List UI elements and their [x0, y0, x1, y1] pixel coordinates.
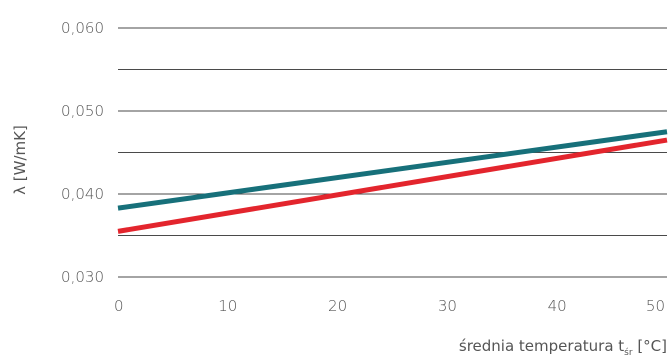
series-line-1	[117, 129, 668, 211]
x-tick-label: 20	[328, 297, 347, 315]
y-axis-label: λ [W/mK]	[11, 125, 29, 195]
x-axis-label: średnia temperatura tśr [°C]	[459, 337, 667, 358]
x-tick-label: 10	[218, 297, 237, 315]
y-tick-label: 0,030	[61, 268, 104, 286]
x-axis-label-main: średnia temperatura t	[459, 337, 624, 355]
x-axis-label-unit: [°C]	[633, 337, 667, 355]
y-tick-label: 0,040	[61, 185, 104, 203]
x-tick-label: 30	[438, 297, 457, 315]
y-tick-label: 0,050	[61, 102, 104, 120]
x-tick-label: 0	[114, 297, 124, 315]
y-tick-labels: 0,030 0,040 0,050 0,060	[61, 19, 104, 286]
y-tick-label: 0,060	[61, 19, 104, 37]
x-tick-label: 40	[548, 297, 567, 315]
x-tick-labels: 0 10 20 30 40 50	[114, 297, 665, 315]
series-line-2	[117, 137, 668, 234]
series-lines	[117, 129, 668, 234]
x-tick-label: 50	[646, 297, 665, 315]
x-axis-label-subscript: śr	[624, 347, 633, 358]
